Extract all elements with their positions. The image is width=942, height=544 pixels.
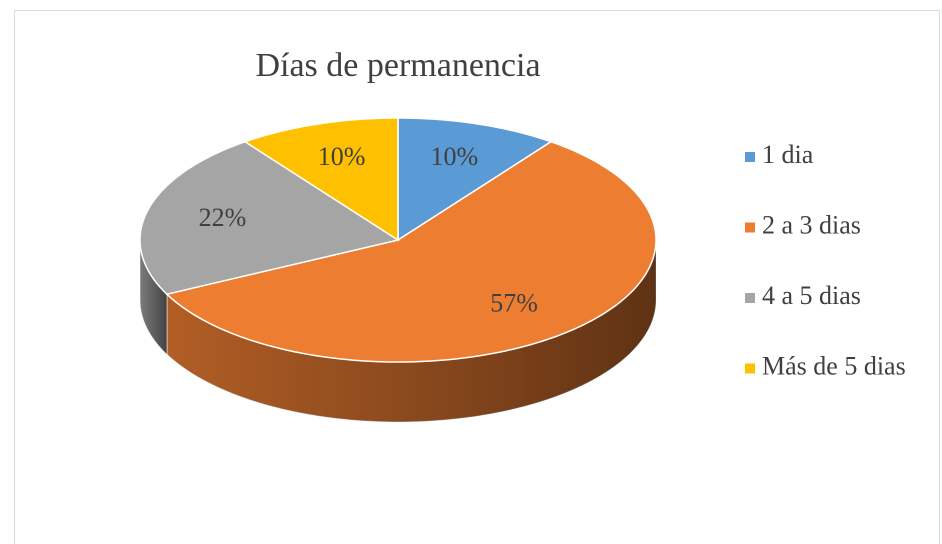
slice — [139, 140, 400, 296]
data-label: 57% — [490, 288, 538, 317]
legend-swatch — [745, 222, 755, 233]
chart-title: Días de permanencia — [255, 47, 540, 84]
data-label: 10% — [318, 142, 366, 171]
legend-label: 4 a 5 dias — [762, 281, 861, 310]
legend-swatch — [745, 152, 755, 162]
legend-label: 1 dia — [762, 140, 814, 169]
slice — [165, 140, 657, 363]
legend-swatch — [745, 363, 755, 374]
legend-label: 2 a 3 dias — [762, 210, 861, 239]
side-shade — [166, 240, 656, 422]
legend-label: Más de 5 dias — [762, 351, 906, 380]
slice — [397, 117, 553, 242]
data-label: 10% — [431, 142, 479, 171]
data-label: 22% — [199, 203, 247, 232]
slice — [243, 117, 399, 242]
legend-swatch — [745, 293, 755, 303]
